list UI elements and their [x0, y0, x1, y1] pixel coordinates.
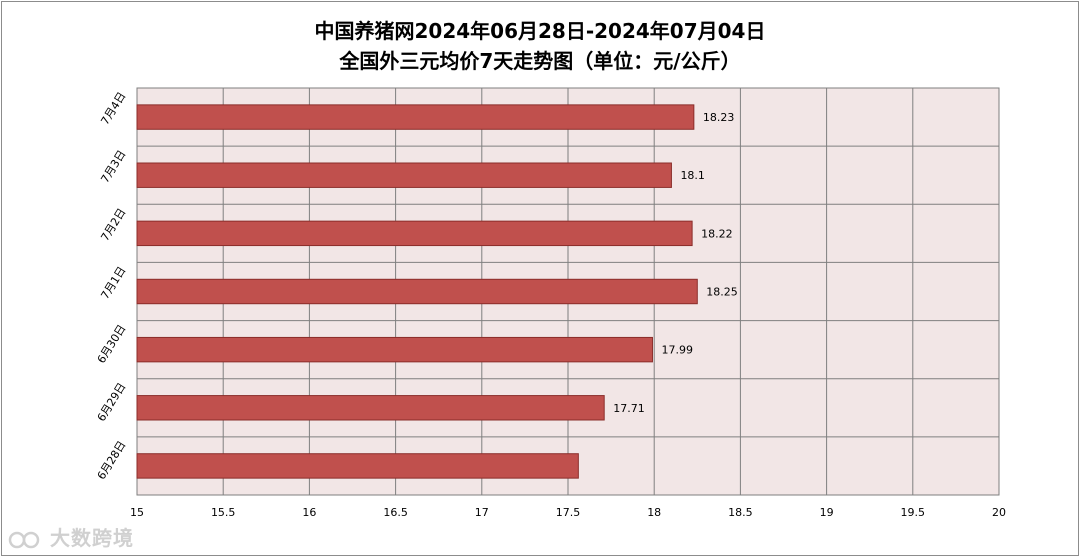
data-label: 18.25	[706, 286, 738, 299]
watermark: 大数跨境	[8, 522, 134, 551]
data-label: 17.99	[661, 344, 693, 357]
data-label: 18.22	[701, 227, 733, 240]
x-tick-label: 18.5	[728, 506, 753, 519]
bar	[136, 395, 605, 421]
x-tick-label: 17	[475, 506, 489, 519]
x-tick-label: 16.5	[383, 506, 408, 519]
y-tick-label: 6月29日	[95, 380, 129, 423]
y-tick-label: 7月1日	[98, 264, 128, 301]
watermark-text: 大数跨境	[49, 526, 134, 550]
data-label: 17.71	[613, 402, 645, 415]
y-tick-label: 7月4日	[98, 90, 128, 127]
bar	[136, 278, 698, 305]
bar	[136, 220, 693, 247]
bar	[136, 453, 579, 479]
x-tick-label: 15	[130, 506, 144, 519]
y-tick-label: 6月30日	[95, 322, 129, 365]
watermark-logo-icon	[8, 531, 40, 548]
bar	[136, 162, 672, 188]
chart-subtitle: 全国外三元均价7天走势图（单位：元/公斤）	[339, 49, 741, 73]
x-tick-label: 20	[992, 506, 1006, 519]
bar	[136, 104, 695, 130]
bar	[136, 336, 653, 363]
chart-title: 中国养猪网2024年06月28日-2024年07月04日	[314, 19, 766, 43]
data-label: 18.1	[680, 169, 705, 182]
data-label: 18.23	[703, 111, 735, 124]
y-tick-label: 7月3日	[98, 148, 128, 185]
x-tick-label: 19	[820, 506, 834, 519]
x-tick-label: 18	[647, 506, 661, 519]
x-tick-label: 19.5	[901, 506, 926, 519]
y-tick-label: 6月28日	[95, 439, 129, 482]
x-tick-label: 15.5	[211, 506, 236, 519]
y-tick-label: 7月2日	[98, 206, 128, 243]
x-tick-label: 17.5	[556, 506, 581, 519]
x-tick-label: 16	[302, 506, 316, 519]
